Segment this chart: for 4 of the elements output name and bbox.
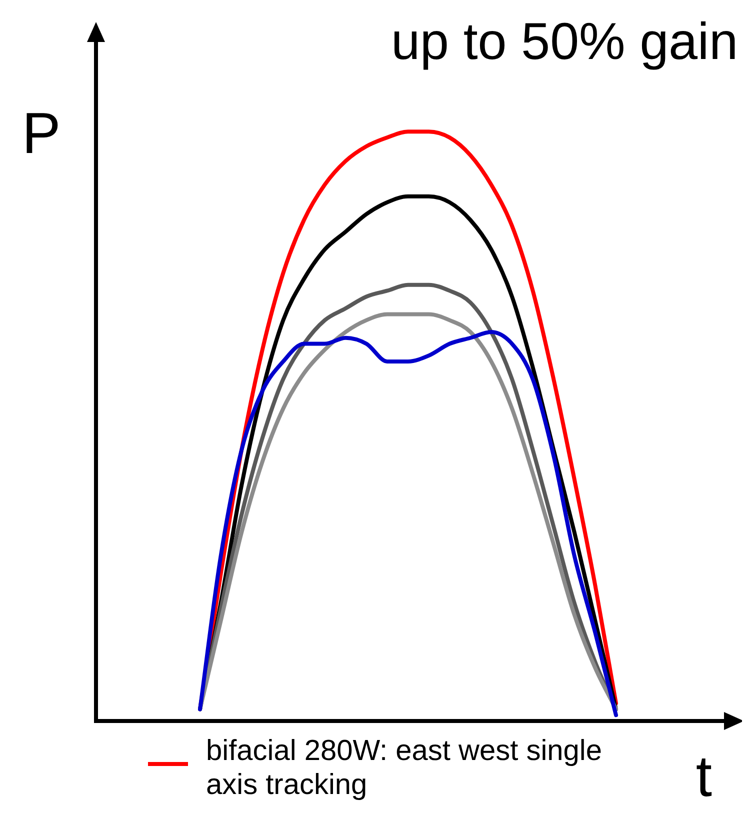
y-axis-title: P [22, 100, 61, 167]
legend-label: bifacial 280W: east west single axis tracking [206, 734, 604, 802]
x-axis-title: t [696, 743, 712, 810]
chart-title: up to 50% gain [391, 12, 738, 72]
